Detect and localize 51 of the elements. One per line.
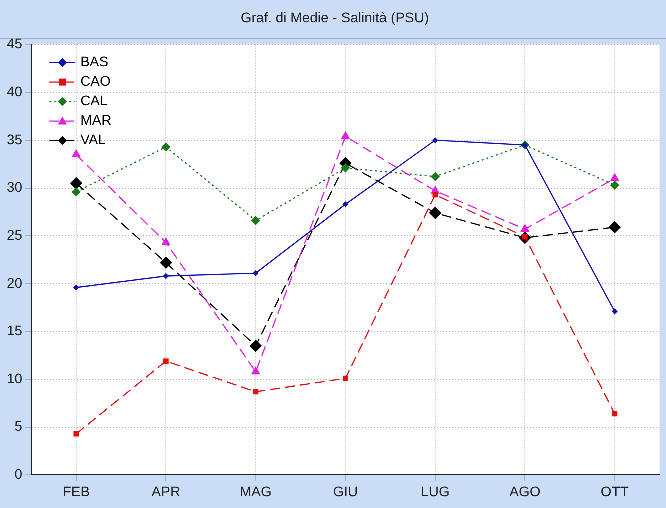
point (343, 376, 348, 382)
x-tick-label: AGO (510, 483, 541, 500)
x-tick-label: FEB (62, 483, 90, 500)
legend-label: VAL (80, 132, 106, 148)
y-tick-label: 5 (14, 418, 23, 434)
y-tick-label: 30 (6, 179, 23, 196)
chart-title: Graf. di Medie - Salinità (PSU) (240, 9, 430, 26)
y-tick-label: 25 (6, 226, 23, 243)
y-tick-label: 15 (6, 322, 23, 339)
point (250, 340, 262, 352)
point (341, 164, 350, 173)
y-tick-label: 45 (6, 36, 23, 52)
x-tick-label: GIU (333, 483, 358, 500)
point (342, 202, 349, 208)
point (341, 131, 350, 140)
point (432, 137, 438, 144)
point (429, 206, 442, 220)
legend-label: CAO (80, 73, 112, 90)
y-tick-label: 10 (6, 370, 23, 386)
point (73, 284, 80, 291)
point (70, 177, 83, 190)
point (430, 172, 440, 182)
point (162, 237, 171, 246)
x-tick-label: LUG (421, 483, 450, 500)
point (612, 308, 618, 315)
point (610, 180, 620, 190)
legend-label: CAL (80, 92, 108, 109)
point (162, 142, 171, 152)
y-tick-label: 0 (14, 466, 23, 482)
point (520, 224, 530, 232)
point (72, 149, 82, 158)
point (612, 411, 618, 417)
point (163, 273, 170, 280)
point (251, 216, 261, 226)
point (160, 256, 172, 270)
y-tick-label: 20 (6, 274, 23, 291)
x-tick-label: APR (152, 483, 181, 500)
y-tick-label: 40 (6, 83, 23, 100)
x-tick-label: OTT (600, 483, 630, 500)
point (252, 270, 259, 276)
point (74, 431, 80, 437)
point (251, 366, 261, 375)
legend-label: BAS (80, 54, 109, 70)
point (608, 221, 622, 234)
point (164, 358, 169, 364)
point (610, 173, 620, 182)
point (72, 187, 82, 197)
point (432, 192, 438, 198)
x-tick-label: MAG (240, 483, 272, 500)
y-tick-label: 35 (6, 131, 23, 148)
legend-label: MAR (80, 112, 112, 128)
